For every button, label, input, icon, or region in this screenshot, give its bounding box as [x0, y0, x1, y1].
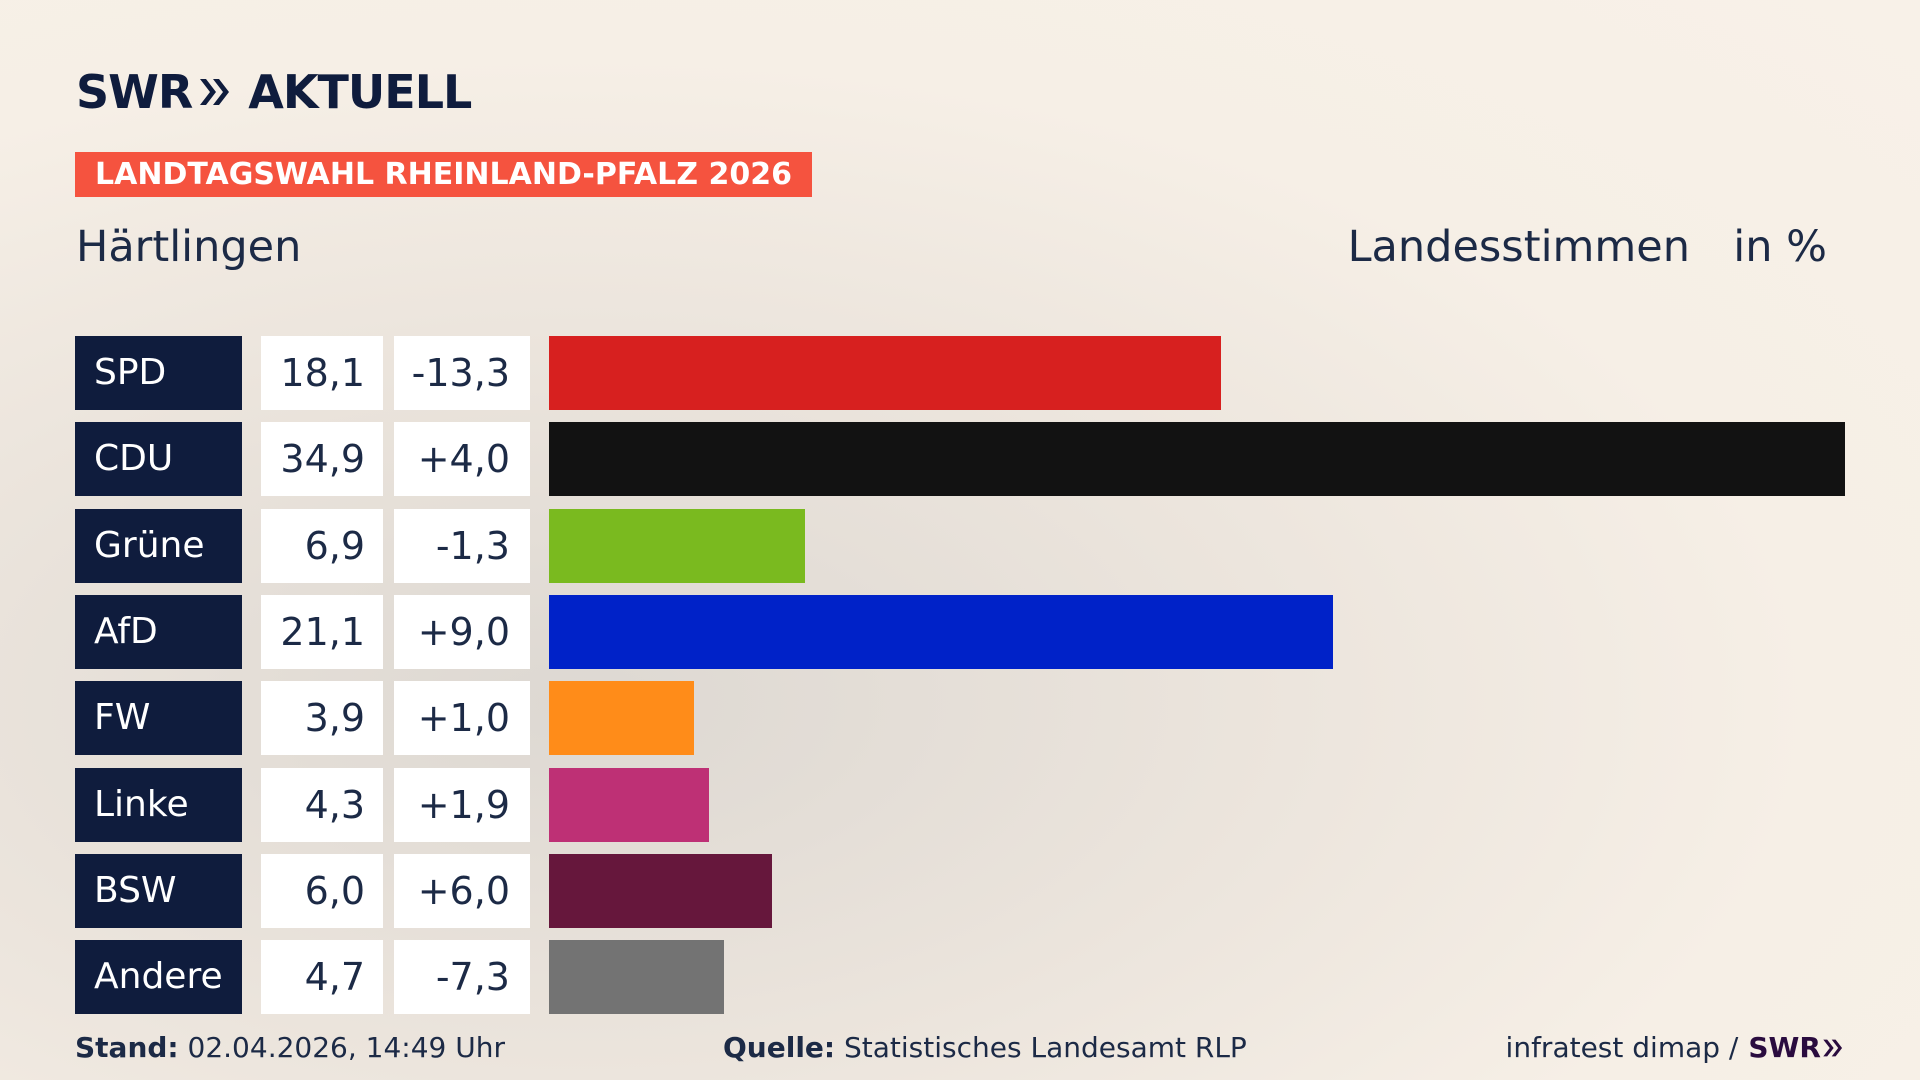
party-label: CDU [75, 422, 242, 496]
party-label: SPD [75, 336, 242, 410]
logo-swr: SWR [76, 65, 193, 119]
party-label: AfD [75, 595, 242, 669]
stand-label: Stand: [75, 1031, 179, 1064]
source-label: Quelle: [723, 1031, 836, 1064]
vote-share-value: 6,0 [261, 854, 383, 928]
party-label: BSW [75, 854, 242, 928]
vote-share-value: 3,9 [261, 681, 383, 755]
party-label: FW [75, 681, 242, 755]
footer-source: Quelle: Statistisches Landesamt RLP [723, 1028, 1247, 1068]
vote-share-value: 6,9 [261, 509, 383, 583]
unit-label: in % [1733, 222, 1827, 272]
vote-share-value: 4,7 [261, 940, 383, 1014]
swr-aktuell-logo: SWR AKTUELL [76, 65, 472, 119]
source-value: Statistisches Landesamt RLP [844, 1031, 1247, 1064]
change-value: -1,3 [394, 509, 530, 583]
party-label: Grüne [75, 509, 242, 583]
vote-share-bar [549, 768, 709, 842]
vote-share-bar [549, 509, 805, 583]
vote-share-bar [549, 940, 724, 1014]
credit-text: infratest dimap / [1505, 1031, 1739, 1064]
change-value: +1,0 [394, 681, 530, 755]
change-value: -7,3 [394, 940, 530, 1014]
vote-share-bar [549, 336, 1221, 410]
small-chevron-icon [1823, 1039, 1843, 1057]
change-value: -13,3 [394, 336, 530, 410]
vote-share-bar [549, 681, 694, 755]
municipality-title: Härtlingen [76, 222, 302, 272]
vote-type-label: Landesstimmen [1347, 222, 1690, 272]
party-label: Andere [75, 940, 242, 1014]
change-value: +4,0 [394, 422, 530, 496]
stand-value: 02.04.2026, 14:49 Uhr [187, 1031, 505, 1064]
vote-share-value: 21,1 [261, 595, 383, 669]
vote-share-bar [549, 422, 1845, 496]
change-value: +1,9 [394, 768, 530, 842]
party-label: Linke [75, 768, 242, 842]
vote-share-bar [549, 595, 1333, 669]
election-banner: LANDTAGSWAHL RHEINLAND-PFALZ 2026 [75, 152, 812, 197]
vote-share-value: 34,9 [261, 422, 383, 496]
vote-share-value: 4,3 [261, 768, 383, 842]
vote-share-bar [549, 854, 772, 928]
logo-aktuell: AKTUELL [248, 65, 472, 119]
swr-small-logo: SWR [1748, 1028, 1844, 1068]
credit-brand: SWR [1748, 1031, 1821, 1064]
double-chevron-icon [198, 75, 232, 109]
vote-share-value: 18,1 [261, 336, 383, 410]
footer-stand: Stand: 02.04.2026, 14:49 Uhr [75, 1028, 505, 1068]
change-value: +9,0 [394, 595, 530, 669]
change-value: +6,0 [394, 854, 530, 928]
footer-credit: infratest dimap / SWR [1506, 1028, 1844, 1068]
